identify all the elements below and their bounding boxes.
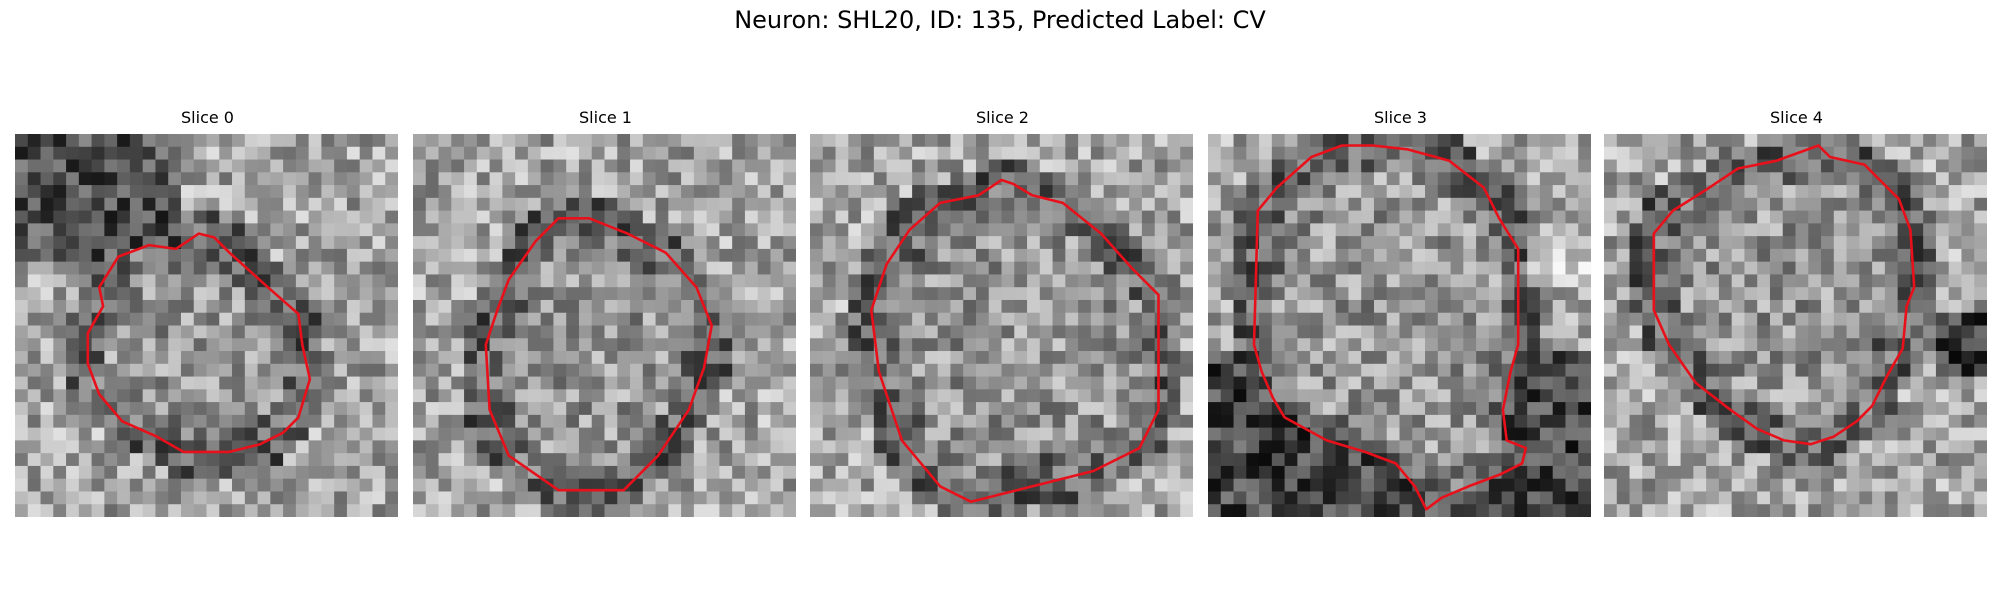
figure-title: Neuron: SHL20, ID: 135, Predicted Label:… xyxy=(734,6,1266,34)
slice-title: Slice 3 xyxy=(1374,108,1427,127)
pixel-grid xyxy=(1208,134,1591,517)
pixel-grid xyxy=(15,134,398,517)
slice-image xyxy=(15,134,398,517)
roi-contour xyxy=(1252,144,1528,511)
slice-title: Slice 0 xyxy=(181,108,234,127)
slice-image xyxy=(810,134,1193,517)
roi-contour xyxy=(869,178,1160,504)
slice-image xyxy=(1208,134,1591,517)
slice-image xyxy=(413,134,796,517)
roi-contour xyxy=(86,232,312,454)
pixel-grid xyxy=(413,134,796,517)
slice-title: Slice 1 xyxy=(579,108,632,127)
slice-title: Slice 4 xyxy=(1770,108,1823,127)
slice-title: Slice 2 xyxy=(976,108,1029,127)
roi-contour xyxy=(484,217,714,492)
slice-image xyxy=(1604,134,1987,517)
pixel-grid xyxy=(1604,134,1987,517)
pixel-grid xyxy=(810,134,1193,517)
roi-contour xyxy=(1652,144,1916,446)
